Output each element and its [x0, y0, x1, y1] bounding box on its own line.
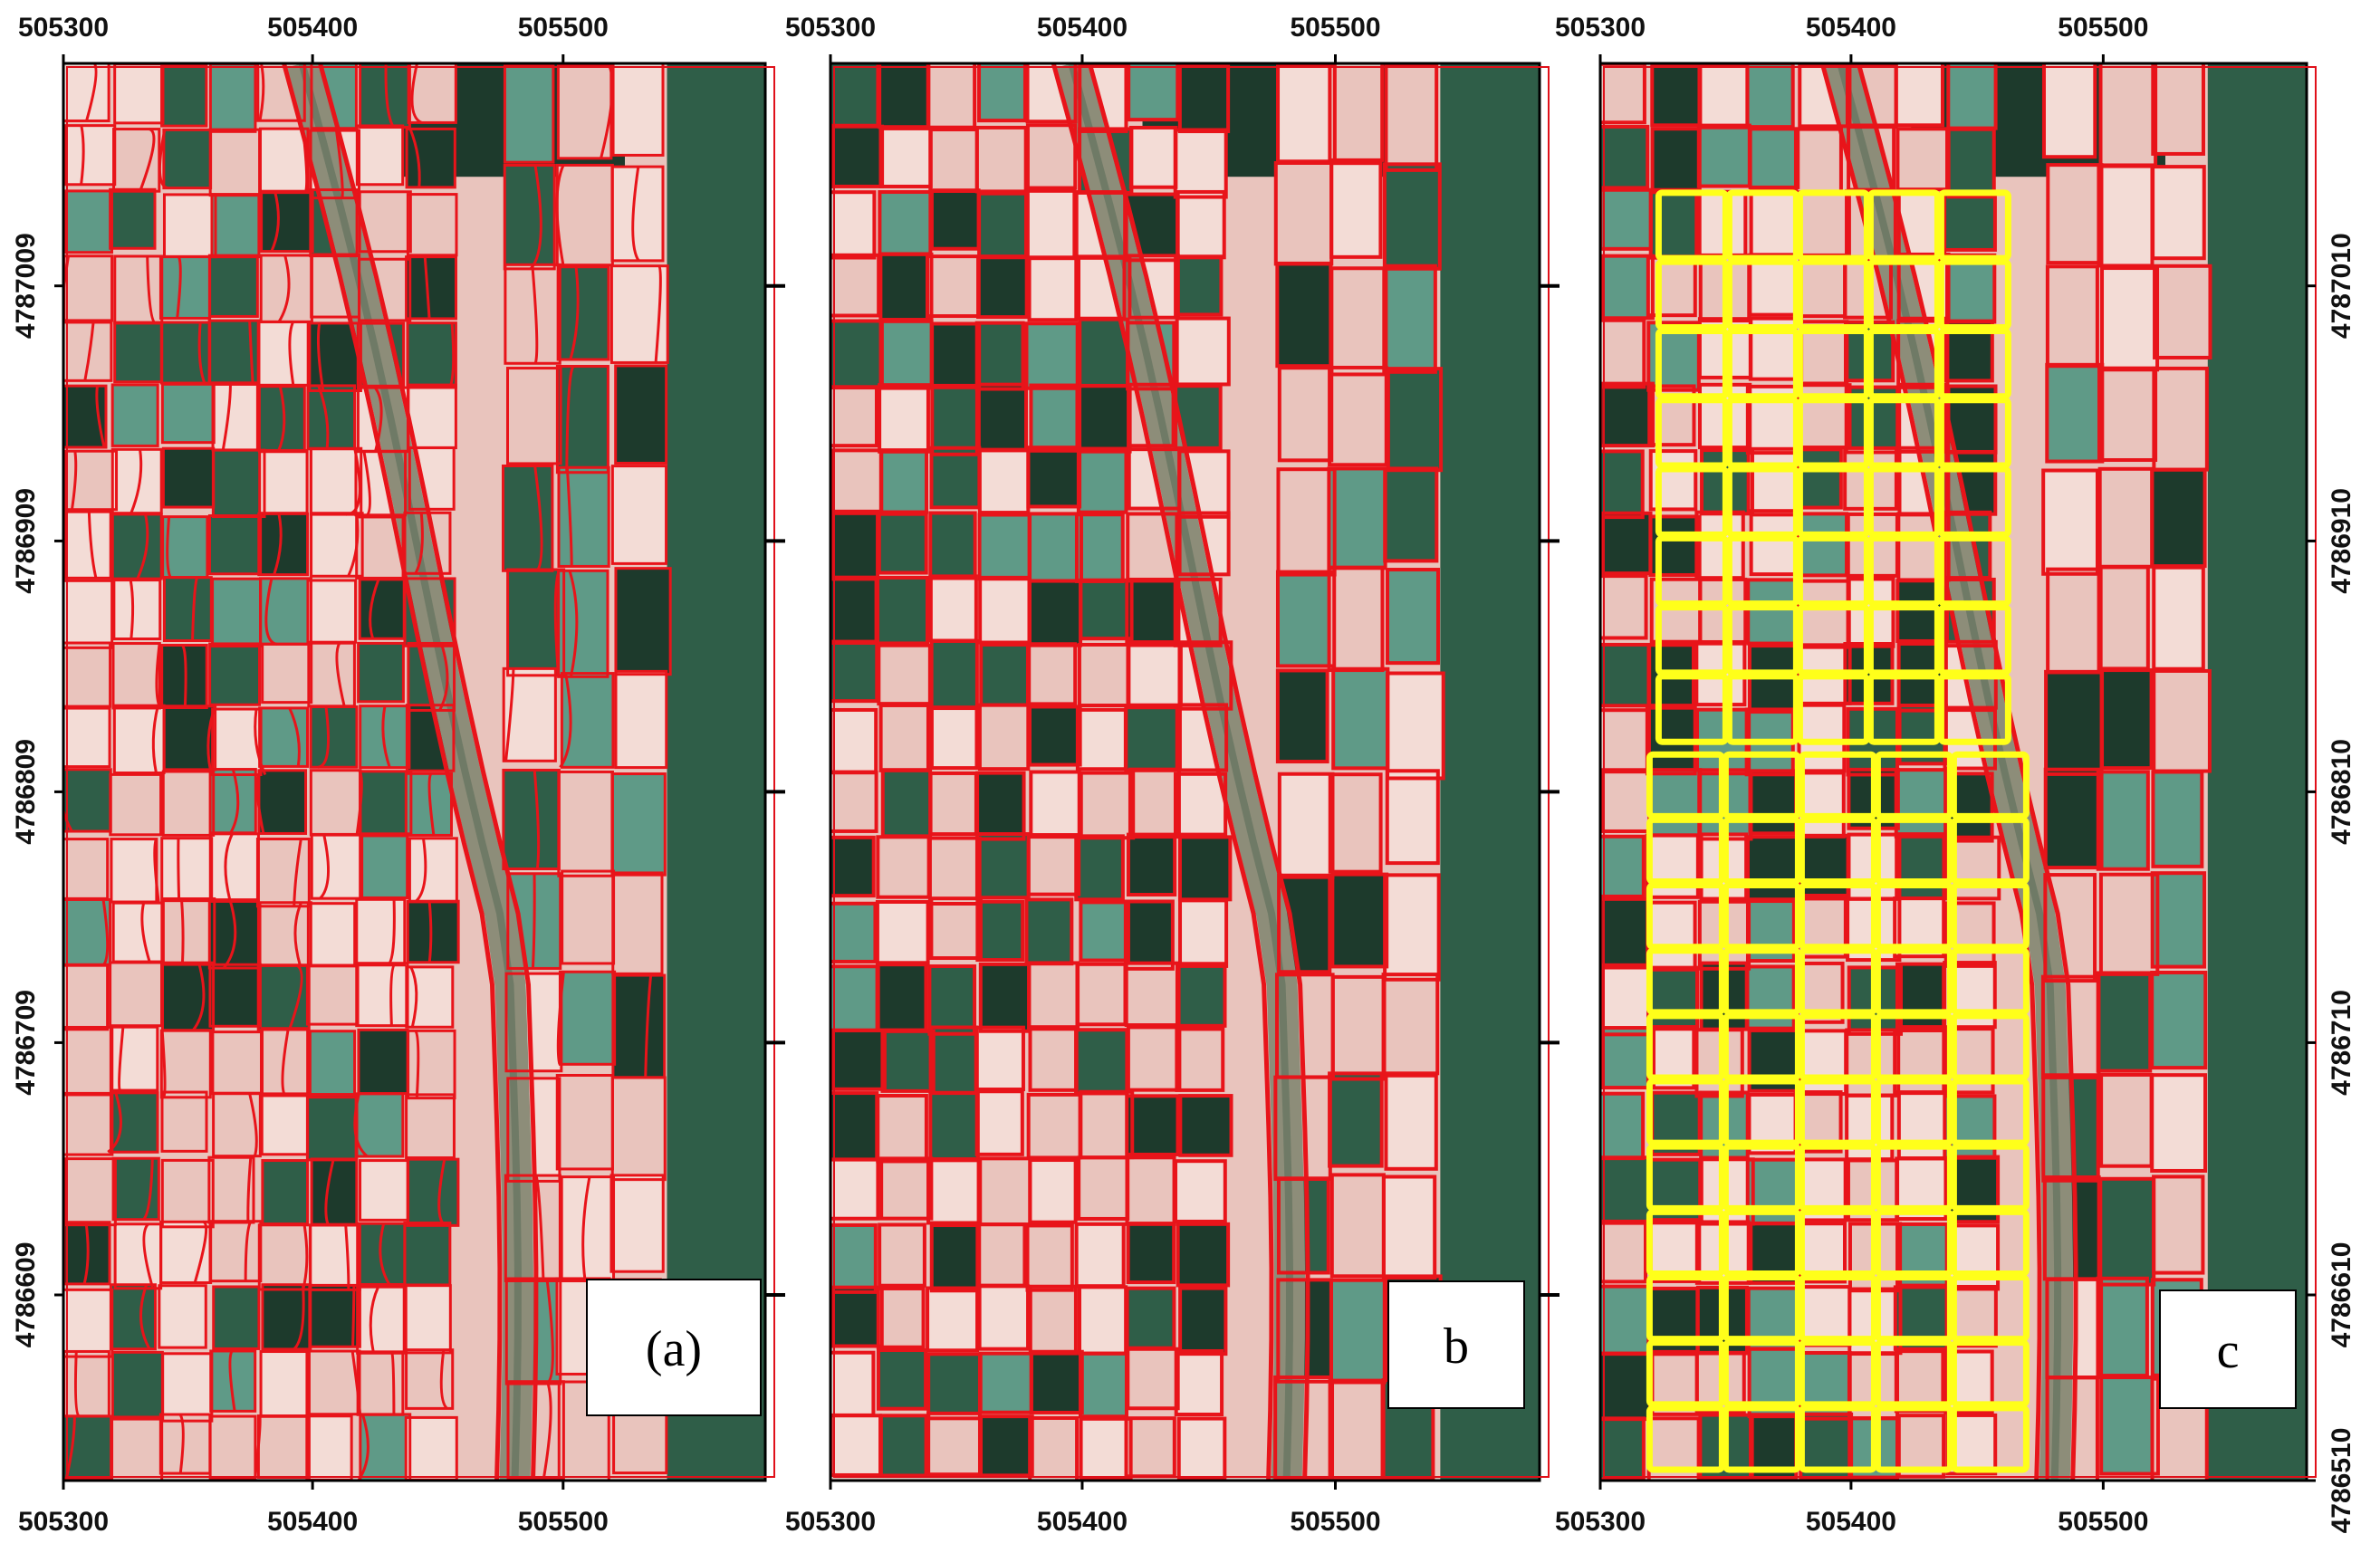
- x-tick-label-top: 505400: [1037, 13, 1128, 43]
- x-tick-label-bottom: 505500: [518, 1507, 609, 1537]
- x-tick-label-bottom: 505400: [1806, 1507, 1896, 1537]
- panel-b: 505300 505300 505400 505400 505500 505500 b: [785, 13, 1559, 1537]
- x-tick-label-top: 505300: [785, 13, 876, 43]
- y-tick-label: 4786809: [11, 739, 41, 845]
- y-tick-label: 4786609: [11, 1242, 41, 1348]
- x-tick-label-bottom: 505400: [267, 1507, 358, 1537]
- x-tick-label-bottom: 505300: [785, 1507, 876, 1537]
- x-tick-label-bottom: 505400: [1037, 1507, 1128, 1537]
- panel-label-box: [586, 1279, 762, 1416]
- panel-c: 505300 505300 505400 505400 505500 505500 4787…: [1555, 13, 2356, 1537]
- segment-boundaries: [63, 63, 672, 1481]
- y-tick-label: 4786909: [11, 488, 41, 594]
- map-frame: [1598, 62, 2308, 1482]
- x-tick-label-bottom: 505300: [18, 1507, 109, 1537]
- x-tick-label-top: 505400: [267, 13, 358, 43]
- y-tick-label: 4786710: [2327, 990, 2356, 1096]
- panel-label-box: [1387, 1280, 1525, 1409]
- x-tick-label-top: 505400: [1806, 13, 1896, 43]
- y-tick-label: 4786510: [2327, 1428, 2356, 1534]
- y-tick-label: 4786810: [2327, 739, 2356, 845]
- segment-boundaries: [830, 63, 1445, 1481]
- x-tick-label-top: 505500: [2058, 13, 2148, 43]
- panel-label: (a): [646, 1321, 702, 1377]
- map-frame: [62, 62, 767, 1482]
- x-tick-label-bottom: 505500: [2058, 1507, 2148, 1537]
- satellite-image: [63, 63, 765, 1481]
- x-tick-label-bottom: 505500: [1290, 1507, 1380, 1537]
- x-tick-label-top: 505300: [18, 13, 109, 43]
- panel-label: b: [1444, 1318, 1469, 1375]
- y-tick-label: 4786709: [11, 990, 41, 1096]
- y-tick-label: 4787010: [2327, 233, 2356, 339]
- x-tick-label-bottom: 505300: [1555, 1507, 1646, 1537]
- satellite-image: [830, 63, 1540, 1481]
- y-tick-label: 4786910: [2327, 488, 2356, 594]
- panel-label-box: [2159, 1289, 2297, 1409]
- x-tick-label-top: 505500: [1290, 13, 1380, 43]
- x-tick-label-top: 505500: [518, 13, 609, 43]
- panel-label: c: [2217, 1323, 2240, 1379]
- panel-a: 505300 505300 505400 505400 505500 505500 4787…: [11, 13, 785, 1537]
- y-tick-label: 4787009: [11, 233, 41, 339]
- map-frame: [829, 62, 1541, 1482]
- reference-boundaries: [1646, 189, 2030, 1473]
- satellite-image: [1600, 63, 2307, 1481]
- panels-layer: 505300 505300 505400 505400 505500 505500 4787…: [11, 13, 2356, 1537]
- x-tick-label-top: 505300: [1555, 13, 1646, 43]
- y-tick-label: 4786610: [2327, 1242, 2356, 1348]
